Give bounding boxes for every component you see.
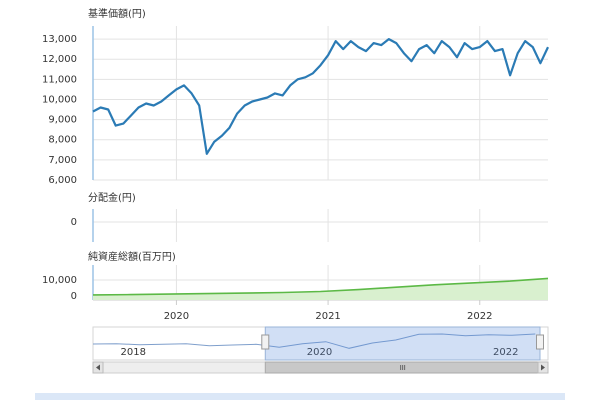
x-tick-label: 2020 bbox=[164, 311, 189, 322]
panel-title: 基準価額(円) bbox=[88, 7, 146, 20]
navigator-tick-label: 2020 bbox=[307, 347, 332, 358]
navigator-frame bbox=[92, 326, 549, 361]
y-tick-label: 9,000 bbox=[48, 115, 77, 126]
y-tick-label: 11,000 bbox=[42, 74, 77, 85]
navigator-handle[interactable] bbox=[536, 334, 544, 350]
y-tick-label: 10,000 bbox=[42, 275, 77, 286]
panel-title: 分配金(円) bbox=[88, 191, 136, 204]
arrow-right bbox=[541, 364, 545, 371]
area-line bbox=[92, 277, 549, 296]
nav-line bbox=[92, 38, 549, 155]
y-tick-label: 10,000 bbox=[42, 94, 77, 105]
navigator-tick-label: 2022 bbox=[493, 347, 518, 358]
navigator-handle[interactable] bbox=[261, 334, 270, 350]
y-tick-label: 12,000 bbox=[42, 54, 77, 65]
navigator-line bbox=[92, 333, 536, 349]
y-tick-label: 0 bbox=[71, 291, 77, 302]
x-tick-label: 2022 bbox=[467, 311, 492, 322]
y-tick-label: 13,000 bbox=[42, 34, 77, 45]
x-tick-label: 2021 bbox=[315, 311, 340, 322]
y-tick-label: 7,000 bbox=[48, 155, 77, 166]
y-tick-label: 8,000 bbox=[48, 135, 77, 146]
area-fill bbox=[93, 278, 548, 300]
y-tick-label: 0 bbox=[71, 217, 77, 228]
y-tick-label: 6,000 bbox=[48, 175, 77, 186]
arrow-left bbox=[96, 364, 100, 371]
panel-title: 純資産総額(百万円) bbox=[88, 250, 176, 263]
navigator-tick-label: 2018 bbox=[121, 347, 146, 358]
footer-band bbox=[35, 393, 565, 400]
navigator-selection bbox=[264, 326, 541, 361]
